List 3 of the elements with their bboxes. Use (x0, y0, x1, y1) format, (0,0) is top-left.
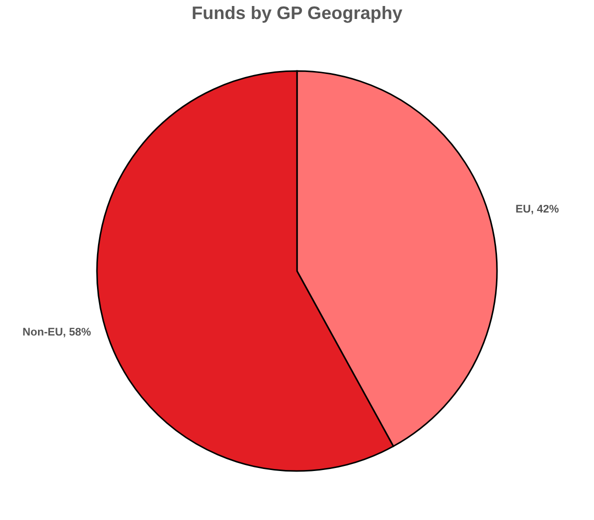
slice-label: Non-EU, 58% (22, 326, 92, 339)
chart-title: Funds by GP Geography (192, 3, 402, 23)
slice-label: EU, 42% (516, 203, 560, 216)
